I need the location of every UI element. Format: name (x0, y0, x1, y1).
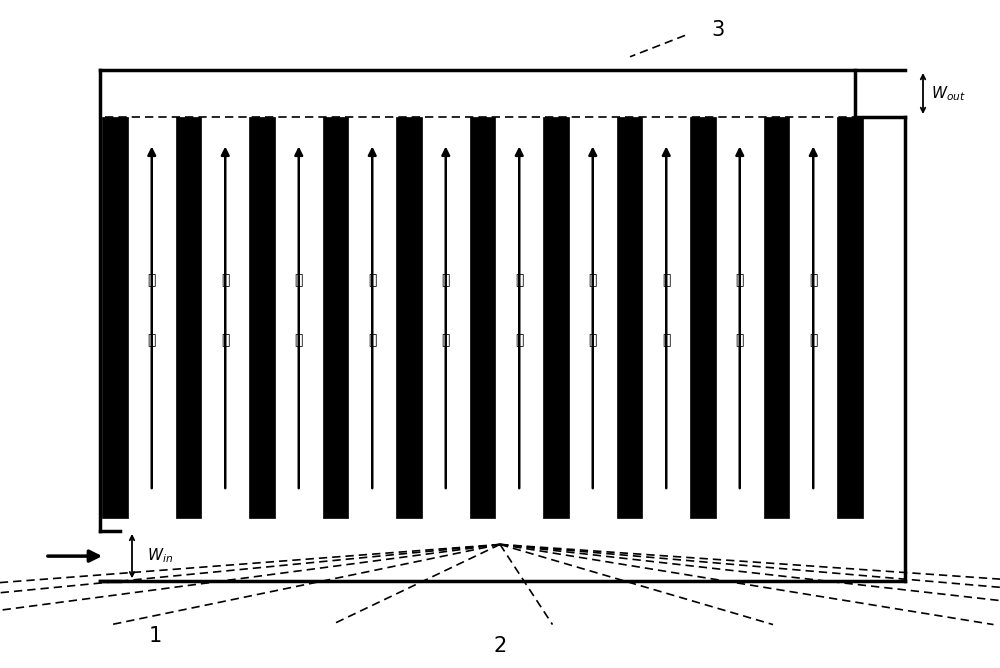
Text: 1: 1 (148, 626, 162, 646)
Text: 热: 热 (295, 274, 303, 287)
Bar (837, 117, 863, 518)
Bar (102, 117, 128, 518)
Bar (249, 117, 275, 518)
Text: $W_{\mathregular{out}}$: $W_{\mathregular{out}}$ (931, 84, 966, 103)
Text: 热: 热 (589, 274, 597, 287)
Text: 源: 源 (295, 334, 303, 347)
Text: 热: 热 (515, 274, 523, 287)
Text: 源: 源 (221, 334, 229, 347)
Text: 源: 源 (148, 334, 156, 347)
Text: 热: 热 (148, 274, 156, 287)
Text: 热: 热 (442, 274, 450, 287)
Text: 源: 源 (809, 334, 817, 347)
Text: 源: 源 (368, 334, 376, 347)
Text: 3: 3 (711, 20, 725, 40)
Bar (396, 117, 422, 518)
Bar (617, 117, 642, 518)
Text: 热: 热 (809, 274, 817, 287)
Bar (470, 117, 495, 518)
Text: 热: 热 (221, 274, 229, 287)
Text: 热: 热 (662, 274, 670, 287)
Text: 热: 热 (736, 274, 744, 287)
Bar (764, 117, 789, 518)
Text: 源: 源 (515, 334, 523, 347)
Text: 源: 源 (736, 334, 744, 347)
Text: $W_{\mathregular{in}}$: $W_{\mathregular{in}}$ (147, 547, 173, 565)
Bar (690, 117, 716, 518)
Text: 源: 源 (589, 334, 597, 347)
Text: 源: 源 (442, 334, 450, 347)
Text: 源: 源 (662, 334, 670, 347)
Text: 热: 热 (368, 274, 376, 287)
Bar (176, 117, 201, 518)
Text: 2: 2 (493, 636, 507, 656)
Bar (543, 117, 569, 518)
Bar (323, 117, 348, 518)
